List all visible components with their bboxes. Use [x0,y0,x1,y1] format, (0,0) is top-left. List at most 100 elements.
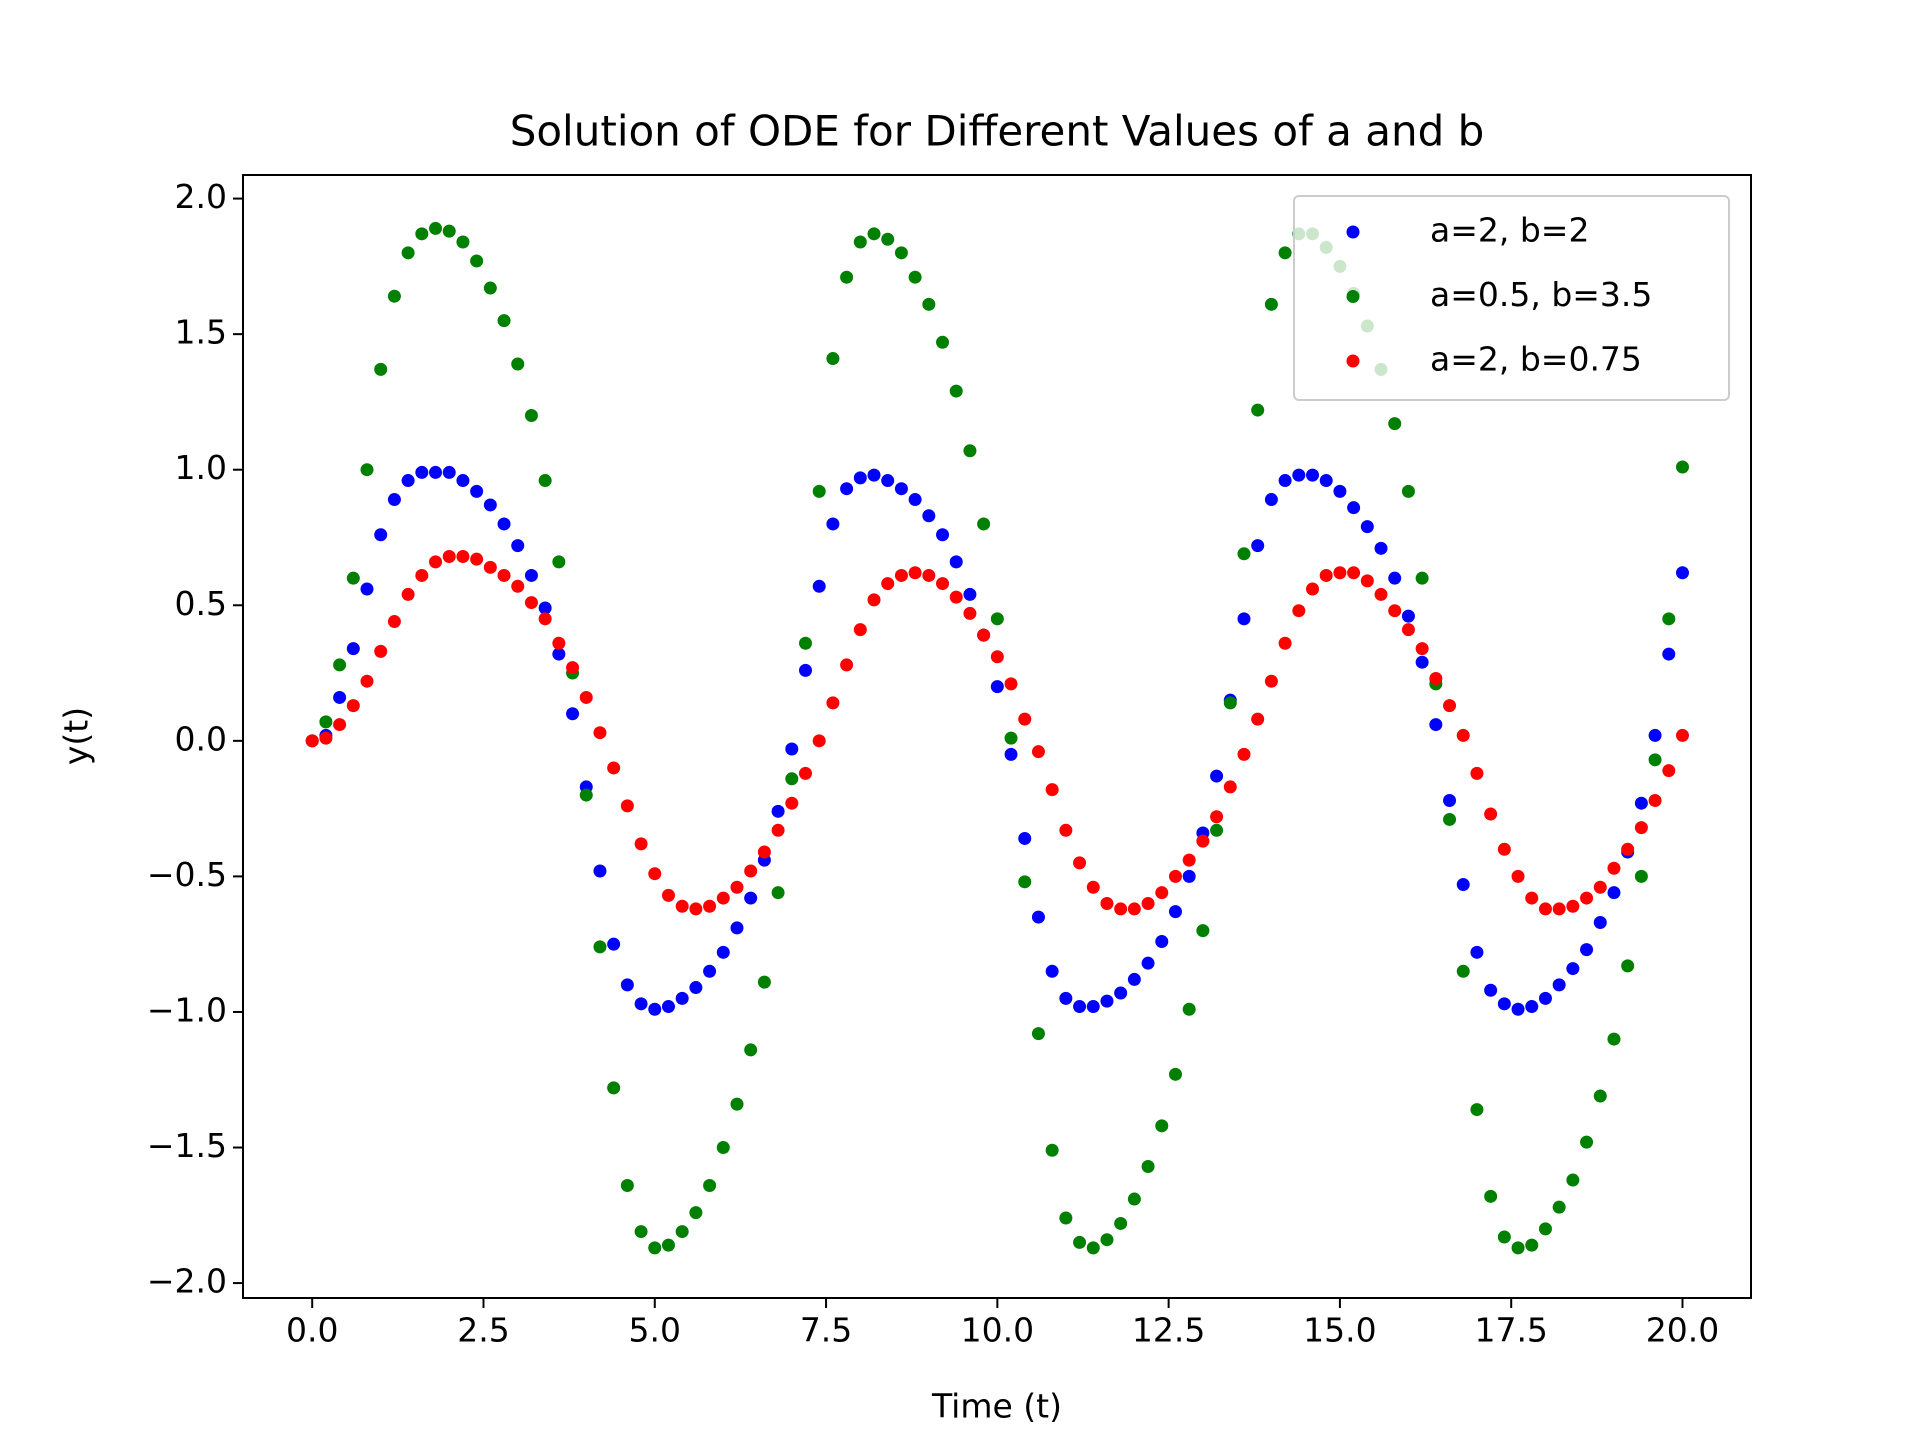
x-tick-label: 2.5 [457,1311,509,1350]
legend-marker [1346,225,1360,239]
point [387,615,401,629]
point [963,444,977,458]
point [1675,728,1689,742]
point [812,734,826,748]
point [1278,636,1292,650]
y-tick-label: −2.0 [147,1262,227,1301]
point [620,1178,634,1192]
point [1168,905,1182,919]
point [1086,1000,1100,1014]
point [1127,972,1141,986]
point [429,221,443,235]
point [908,493,922,507]
point [826,696,840,710]
point [936,577,950,591]
point [771,886,785,900]
point [744,1043,758,1057]
point [1443,793,1457,807]
point [566,661,580,675]
point [1374,587,1388,601]
point [1552,902,1566,916]
point [1045,964,1059,978]
point [1401,609,1415,623]
point [949,590,963,604]
point [894,482,908,496]
point [771,804,785,818]
point [1073,1000,1087,1014]
y-tick-label: 1.5 [175,313,227,352]
point [1662,764,1676,778]
point [840,658,854,672]
point [853,471,867,485]
point [387,289,401,303]
point [620,978,634,992]
point [1388,604,1402,618]
point [922,568,936,582]
point [703,899,717,913]
point [1333,484,1347,498]
point [1538,991,1552,1005]
point [1648,728,1662,742]
point [1456,878,1470,892]
point [429,465,443,479]
point [1004,677,1018,691]
point [511,579,525,593]
point [785,742,799,756]
x-axis-label: Time (t) [931,1387,1062,1426]
point [1018,831,1032,845]
point [963,587,977,601]
x-tick-label: 20.0 [1646,1311,1719,1350]
point [415,568,429,582]
point [1593,880,1607,894]
point [1196,924,1210,938]
point [634,1225,648,1239]
point [566,707,580,721]
y-tick-label: 2.0 [175,177,227,216]
point [661,1238,675,1252]
point [1415,642,1429,656]
point [360,582,374,596]
y-tick-label: 1.0 [175,448,227,487]
point [1059,1211,1073,1225]
point [990,650,1004,664]
point [607,1081,621,1095]
chart-title: Solution of ODE for Different Values of … [510,107,1485,156]
point [1497,1230,1511,1244]
legend-marker [1346,290,1360,303]
legend-marker [1346,354,1360,368]
point [936,528,950,542]
point [1347,566,1361,580]
point [1374,541,1388,555]
point [401,246,415,260]
point [771,823,785,837]
point [1580,1135,1594,1149]
point [524,408,538,422]
point [360,674,374,688]
point [1210,810,1224,824]
point [579,788,593,802]
point [552,647,566,661]
point [716,891,730,905]
legend-label: a=0.5, b=3.5 [1430,275,1652,314]
x-tick-label: 0.0 [286,1311,338,1350]
point [1538,902,1552,916]
point [661,1000,675,1014]
point [1141,956,1155,970]
point [1031,745,1045,759]
point [1073,856,1087,870]
point [1292,468,1306,482]
point [949,384,963,398]
point [1264,493,1278,507]
point [1593,915,1607,929]
point [1168,1067,1182,1081]
point [675,1225,689,1239]
point [799,766,813,780]
point [1648,753,1662,767]
point [1470,945,1484,959]
point [1456,728,1470,742]
point [511,357,525,371]
point [1182,869,1196,883]
point [1031,1027,1045,1041]
point [894,246,908,260]
point [415,227,429,241]
